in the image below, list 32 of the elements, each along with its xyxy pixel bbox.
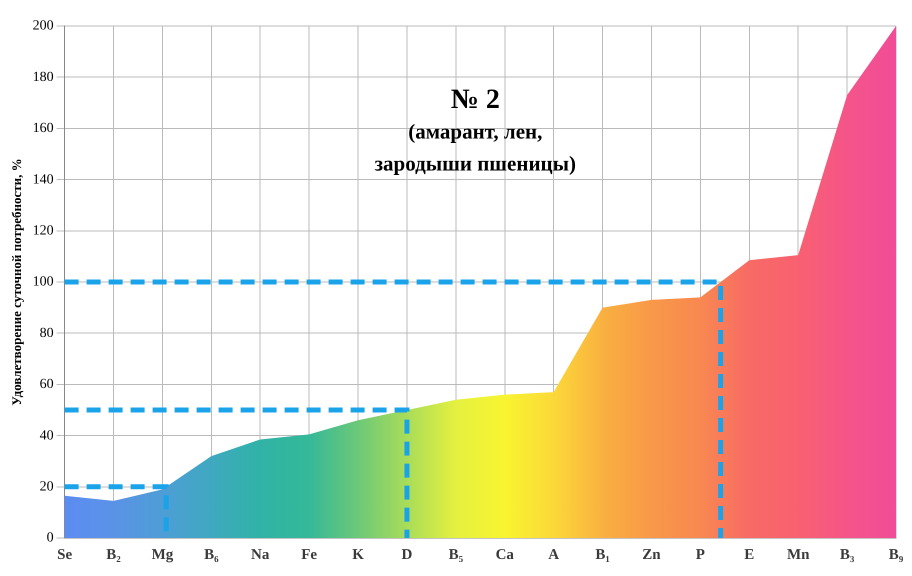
y-tick-label: 40 — [40, 428, 54, 444]
x-tick-label: Zn — [642, 546, 662, 563]
y-tick-label: 200 — [32, 18, 54, 34]
x-tick-label: K — [352, 546, 364, 563]
y-axis-title: Удовлетворение суточной потребности, % — [9, 158, 24, 406]
x-tick-label: Se — [57, 546, 72, 563]
y-tick-label: 140 — [32, 172, 54, 188]
x-tick-label: Mn — [786, 546, 810, 563]
x-tick-label: A — [548, 546, 560, 563]
x-tick-label: B₂ — [106, 546, 122, 563]
x-tick-label: B₁ — [595, 546, 610, 563]
x-tick-label: Mg — [152, 546, 174, 563]
x-tick-label: P — [696, 546, 705, 563]
x-tick-label: B₃ — [840, 546, 855, 563]
y-tick-label: 20 — [40, 479, 54, 494]
x-tick-label: Fe — [301, 546, 318, 563]
x-tick-label: Ca — [496, 546, 514, 563]
x-tick-label: B₆ — [204, 546, 220, 563]
y-tick-label: 80 — [40, 326, 54, 341]
y-tick-label: 100 — [32, 274, 54, 290]
y-tick-label: 60 — [40, 377, 54, 392]
y-tick-label: 0 — [46, 530, 54, 546]
x-tick-label: D — [402, 546, 413, 563]
x-tick-label: E — [744, 546, 754, 563]
x-tick-label: Na — [251, 546, 270, 563]
x-tick-label: B₅ — [448, 546, 464, 563]
y-tick-label: 180 — [32, 70, 54, 85]
y-tick-label: 160 — [32, 121, 54, 136]
y-tick-label: 120 — [32, 223, 54, 238]
x-tick-label: B₉ — [888, 546, 904, 563]
text: (амарант, лен, зародыши пшеницы) — [374, 119, 576, 176]
text: № 2 — [450, 84, 500, 116]
